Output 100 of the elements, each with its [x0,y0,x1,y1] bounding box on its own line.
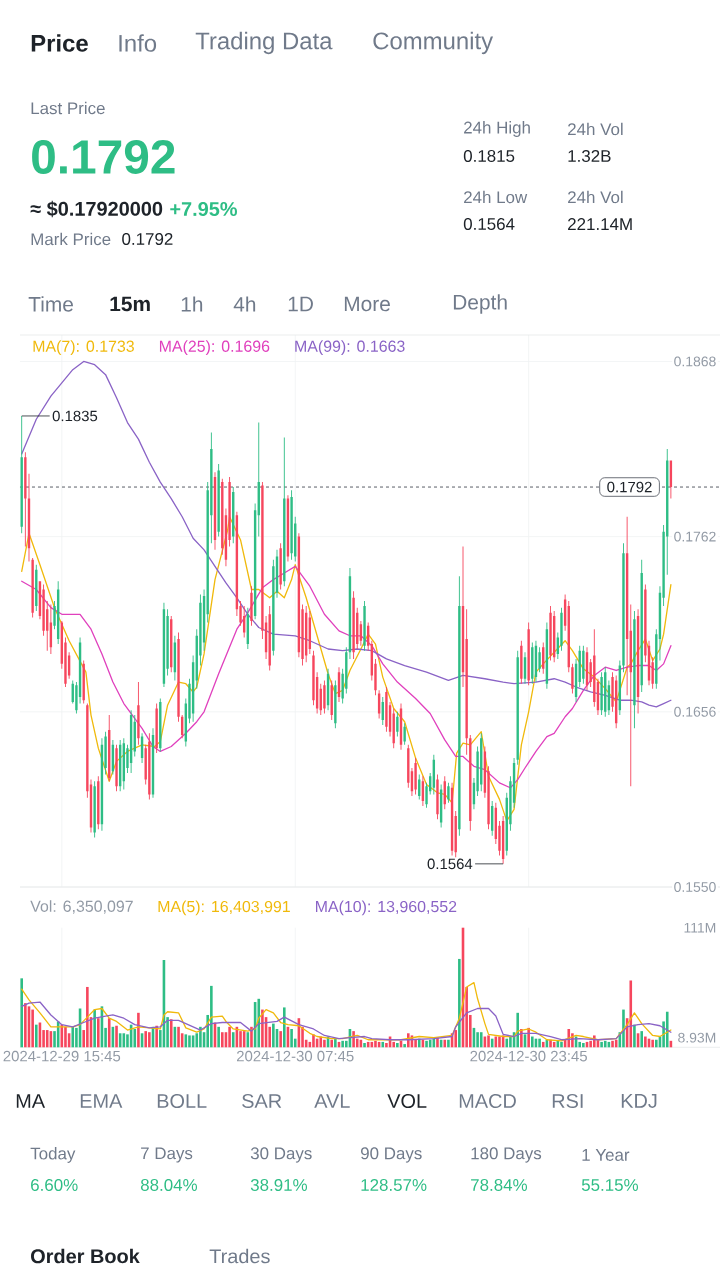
candlestick [279,543,282,590]
bar [137,1012,140,1048]
candlestick [633,610,636,729]
text: 24h High [464,121,530,137]
annotation: 0.1564 [427,858,473,870]
bar [290,1028,293,1048]
candlestick [571,663,574,694]
bar [250,1026,253,1048]
bar [454,1030,458,1048]
bar [169,1019,173,1048]
text: RSI [552,1093,583,1109]
bar [71,1026,75,1048]
candlestick [549,606,552,661]
bar [93,1009,96,1048]
candlestick [49,604,53,654]
candlestick [93,781,96,838]
text: +7.95% [170,201,238,217]
text: KDJ [621,1094,657,1108]
bar [443,1039,447,1048]
text: 1 Year [582,1149,630,1161]
bar [272,1023,275,1048]
candlestick [363,601,366,651]
ref-line-label: 0.1792 [607,481,652,493]
candlestick [414,758,417,795]
bar [538,1038,541,1048]
bar [479,1032,483,1048]
bar [34,1024,38,1048]
candlestick [625,516,629,696]
candlestick [396,711,399,737]
candlestick [148,733,151,800]
text: Last Price [31,101,105,115]
bar [578,1041,582,1048]
text: 180 Days [471,1147,542,1163]
bar [45,1030,49,1048]
bar [228,1026,231,1048]
candlestick [527,622,530,686]
text: BOLL [157,1093,207,1109]
bar [282,1007,286,1048]
text: MA(99): 0.1663 [295,340,405,356]
y-tick-label: 0.1550 [674,882,716,892]
x-tick-label: 2024-12-30 07:45 [236,1050,354,1062]
text: Mark Price [31,232,111,246]
bar [611,1040,614,1048]
text: 78.84% [471,1178,528,1191]
text: SAR [242,1093,282,1109]
candlestick [352,591,355,659]
bar [414,1039,417,1048]
text: 55.15% [581,1179,639,1191]
annotation: 0.1835 [52,410,98,422]
y-tick-label: 0.1868 [674,356,716,367]
text: 6.60% [31,1178,78,1191]
bar [279,1031,282,1048]
bar [644,1036,647,1048]
text: Time [28,296,73,312]
text: 128.57% [361,1178,427,1191]
bar [403,1044,406,1048]
bar [374,1040,377,1048]
text: 0.1564 [463,218,515,230]
text: 0.1792 [32,140,175,174]
candlestick [458,576,461,836]
bar [31,1009,34,1048]
bar [487,1035,490,1048]
candlestick [403,723,406,745]
y-tick-label: 111M [684,922,716,933]
text: 0.1792 [122,233,173,245]
text: Depth [453,294,507,314]
text: MA(10): 13,960,552 [315,900,457,916]
x-tick-label: 2024-12-29 15:45 [3,1050,121,1062]
text: MA(7): 0.1733 [33,340,134,356]
text: Trading Data [195,31,333,55]
text: 24h Vol [568,190,623,204]
bar [629,980,633,1048]
text: 221.14M [568,218,632,230]
text: MA [16,1094,46,1108]
text: 0.1815 [463,150,515,162]
candlestick [334,680,337,729]
text: 1h [181,296,203,312]
bar [582,1042,585,1048]
bar [24,1003,27,1048]
text: MA(25): 0.1696 [159,340,270,356]
bar [148,1032,151,1048]
line-series [21,565,672,789]
text: 1.32B [568,150,611,162]
candlestick [465,609,468,755]
bar [239,1031,242,1048]
candlestick [283,437,286,587]
bar [64,1026,67,1048]
text: More [344,296,390,312]
text: 7 Days [141,1147,193,1163]
candlestick [272,559,275,656]
text: Price [31,34,88,52]
bar [261,1009,264,1048]
y-tick-label: 0.1762 [674,531,716,542]
bar [665,1011,669,1048]
bar [177,1026,180,1048]
candlestick [582,645,585,684]
bar [436,1037,439,1048]
candlestick [520,640,523,684]
bar [458,958,461,1048]
text: 30 Days [250,1147,312,1163]
